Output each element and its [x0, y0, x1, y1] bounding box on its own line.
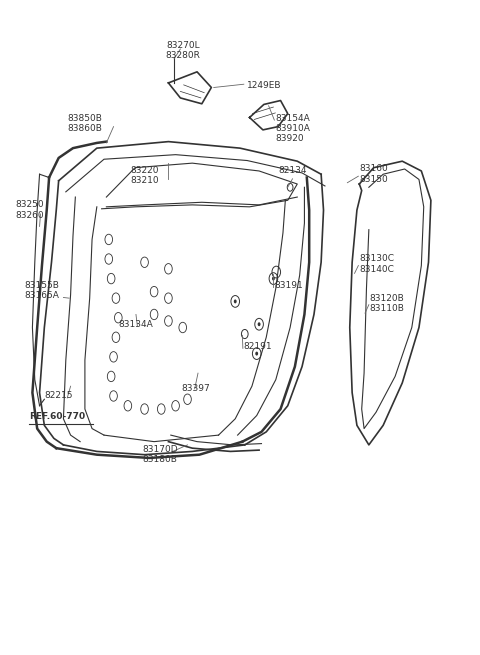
Text: 83270L
83280R: 83270L 83280R	[165, 41, 200, 60]
Circle shape	[255, 352, 258, 356]
Circle shape	[258, 322, 261, 326]
Text: 83154A
83910A
83920: 83154A 83910A 83920	[276, 113, 311, 143]
Text: REF.60-770: REF.60-770	[29, 412, 85, 421]
Circle shape	[234, 299, 237, 303]
Circle shape	[272, 276, 275, 280]
Text: 83170D
83180B: 83170D 83180B	[142, 445, 178, 464]
Text: 83250
83260: 83250 83260	[16, 200, 44, 219]
Text: 83120B
83110B: 83120B 83110B	[370, 293, 405, 313]
Text: 1249EB: 1249EB	[247, 81, 282, 90]
Text: 83160
83150: 83160 83150	[360, 164, 388, 184]
Text: 82134: 82134	[278, 166, 307, 175]
Text: 82215: 82215	[44, 392, 73, 400]
Text: 83134A: 83134A	[118, 320, 153, 329]
Text: 83191: 83191	[275, 280, 303, 290]
Text: 83397: 83397	[182, 384, 211, 393]
Text: 83850B
83860B: 83850B 83860B	[68, 113, 102, 133]
Text: 83220
83210: 83220 83210	[130, 166, 159, 185]
Text: 83155B
83165A: 83155B 83165A	[24, 280, 59, 300]
Text: 82191: 82191	[244, 342, 273, 351]
Text: 83130C
83140C: 83130C 83140C	[360, 254, 394, 274]
